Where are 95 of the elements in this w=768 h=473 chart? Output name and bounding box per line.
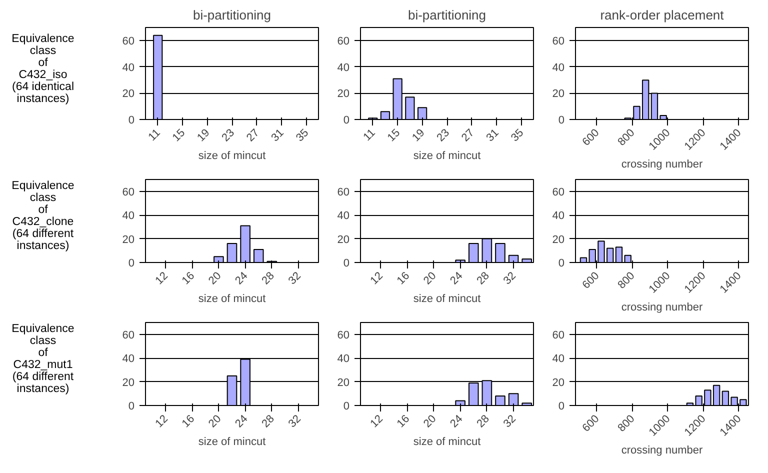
chart-title: rank-order placement <box>600 8 724 22</box>
x-axis-title: size of mincut <box>198 436 266 448</box>
x-tick-label: 16 <box>180 270 198 288</box>
x-tick-label: 24 <box>448 270 466 288</box>
y-tick-label: 20 <box>552 376 565 389</box>
x-tick-label: 15 <box>170 126 188 144</box>
x-tick-label: 31 <box>269 126 286 144</box>
y-tick-label: 60 <box>337 36 350 48</box>
y-tick-label: 0 <box>343 114 350 126</box>
x-tick-label: 15 <box>385 126 403 144</box>
x-tick-label: 28 <box>474 270 492 288</box>
y-tick-label: 60 <box>122 36 135 48</box>
y-tick-label: 60 <box>337 186 350 198</box>
chart-title: bi-partitioning <box>408 8 486 22</box>
x-tick-label: 600 <box>580 412 602 434</box>
y-tick-label: 20 <box>122 376 135 389</box>
x-tick-label: 24 <box>448 412 466 430</box>
y-tick-label: 20 <box>122 234 135 246</box>
y-tick-label: 20 <box>337 376 350 389</box>
y-tick-label: 20 <box>337 88 350 100</box>
x-axis-title: size of mincut <box>413 436 481 448</box>
x-tick-label: 28 <box>260 412 277 430</box>
x-tick-label: 35 <box>508 126 526 144</box>
x-axis-title: crossing number <box>621 444 703 456</box>
y-tick-label: 40 <box>122 62 135 74</box>
x-tick-label: 32 <box>286 270 304 288</box>
y-tick-label: 0 <box>558 258 565 270</box>
y-tick-label: 60 <box>552 186 565 198</box>
x-tick-label: 16 <box>394 412 412 430</box>
x-tick-label: 12 <box>153 412 170 430</box>
y-tick-label: 60 <box>337 329 350 342</box>
x-axis-title: crossing number <box>621 301 703 314</box>
x-tick-label: 23 <box>220 126 237 144</box>
x-tick-label: 12 <box>368 412 386 430</box>
y-tick-label: 60 <box>552 329 565 342</box>
x-tick-label: 28 <box>474 412 492 430</box>
x-tick-label: 600 <box>580 270 602 292</box>
y-tick-label: 40 <box>552 62 565 74</box>
y-tick-label: 0 <box>343 258 350 270</box>
x-tick-label: 600 <box>580 126 602 148</box>
x-tick-label: 800 <box>616 126 638 148</box>
y-tick-label: 20 <box>337 234 350 246</box>
y-tick-label: 0 <box>558 114 565 126</box>
y-tick-label: 60 <box>552 36 565 48</box>
x-tick-label: 800 <box>616 412 638 434</box>
x-tick-label: 12 <box>153 270 170 288</box>
y-tick-label: 40 <box>122 353 135 366</box>
y-tick-label: 0 <box>343 400 350 412</box>
x-axis-title: size of mincut <box>198 292 266 305</box>
y-tick-label: 20 <box>552 88 565 100</box>
x-tick-label: 28 <box>260 270 277 288</box>
y-tick-label: 0 <box>128 400 135 412</box>
x-tick-label: 19 <box>195 126 212 144</box>
y-tick-label: 40 <box>552 353 565 366</box>
y-axis-title: Equivalence class of C432_mut1 (64 different instances) <box>12 323 74 396</box>
x-tick-label: 32 <box>286 412 304 430</box>
x-tick-label: 16 <box>180 412 198 430</box>
y-tick-label: 40 <box>337 353 350 366</box>
x-tick-label: 24 <box>233 412 250 430</box>
y-tick-label: 0 <box>558 400 565 412</box>
y-tick-label: 40 <box>337 62 350 74</box>
y-tick-label: 60 <box>122 186 135 198</box>
x-tick-label: 12 <box>368 270 386 288</box>
x-tick-label: 20 <box>206 412 224 430</box>
x-tick-label: 800 <box>616 270 638 292</box>
x-tick-label: 32 <box>501 412 518 430</box>
x-tick-label: 31 <box>484 126 502 144</box>
x-axis-title: crossing number <box>621 158 703 170</box>
x-axis-title: size of mincut <box>413 150 481 162</box>
chart-title: bi-partitioning <box>192 8 272 22</box>
y-tick-label: 40 <box>122 210 135 222</box>
y-tick-label: 20 <box>122 88 135 100</box>
x-tick-label: 11 <box>361 126 378 144</box>
y-tick-label: 40 <box>552 210 565 222</box>
y-axis-title: Equivalence class of C432_clone (64 different instances) <box>12 180 74 252</box>
x-tick-label: 20 <box>422 270 439 288</box>
x-tick-label: 24 <box>233 270 250 288</box>
x-tick-label: 20 <box>422 412 439 430</box>
y-tick-label: 0 <box>128 258 135 270</box>
x-tick-label: 19 <box>410 126 428 144</box>
x-tick-label: 27 <box>244 126 262 144</box>
x-axis-title: size of mincut <box>413 292 481 305</box>
x-tick-label: 20 <box>206 270 224 288</box>
y-axis-title: Equivalence class of C432_iso (64 identical instances) <box>12 32 74 105</box>
y-tick-label: 0 <box>128 114 135 126</box>
x-tick-label: 16 <box>394 270 412 288</box>
x-tick-label: 35 <box>294 126 312 144</box>
x-tick-label: 27 <box>460 126 477 144</box>
x-tick-label: 23 <box>434 126 452 144</box>
x-tick-label: 11 <box>146 126 163 144</box>
y-tick-label: 40 <box>337 210 350 222</box>
x-axis-title: size of mincut <box>198 150 266 162</box>
y-tick-label: 60 <box>122 329 135 342</box>
x-tick-label: 32 <box>501 270 518 288</box>
y-tick-label: 20 <box>552 234 565 246</box>
